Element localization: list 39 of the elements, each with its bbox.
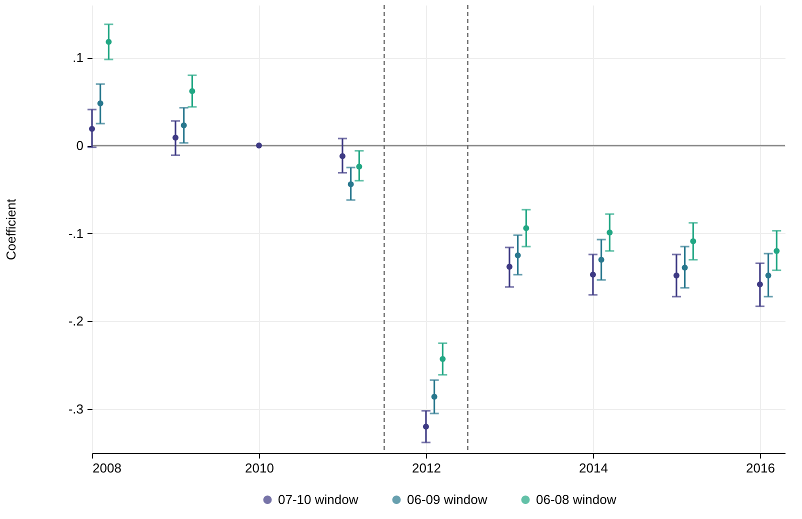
point xyxy=(172,134,178,141)
y-tick-label: 0 xyxy=(76,138,84,154)
legend-label: 06-08 window xyxy=(536,492,617,507)
point xyxy=(690,238,696,244)
point xyxy=(506,264,512,270)
point xyxy=(97,100,104,106)
y-tick-label: -.3 xyxy=(68,402,84,417)
x-tick-label: 2010 xyxy=(245,460,274,476)
point xyxy=(514,252,521,258)
legend-label: 07-10 window xyxy=(278,492,359,507)
point xyxy=(431,394,438,400)
point xyxy=(89,126,95,132)
point xyxy=(523,225,530,232)
point xyxy=(348,181,354,188)
point xyxy=(106,38,112,45)
x-tick-label: 2012 xyxy=(412,460,441,476)
point xyxy=(440,356,446,362)
point xyxy=(256,142,262,149)
y-axis-title: Coefficient xyxy=(3,198,18,260)
y-tick-label: .1 xyxy=(72,50,84,66)
point xyxy=(422,424,429,430)
point xyxy=(180,122,187,128)
point xyxy=(339,153,346,160)
x-tick-label: 2016 xyxy=(746,460,775,476)
x-tick-label: 2008 xyxy=(92,460,122,476)
point xyxy=(590,272,596,278)
legend-label: 06-09 window xyxy=(407,492,488,507)
point xyxy=(598,256,604,263)
point xyxy=(682,264,688,271)
point xyxy=(356,164,362,170)
point xyxy=(765,272,772,279)
y-tick-label: -.2 xyxy=(68,314,84,329)
point xyxy=(189,88,196,94)
point xyxy=(673,272,680,279)
x-tick-label: 2014 xyxy=(579,460,608,476)
point xyxy=(774,248,780,254)
y-tick-label: -.1 xyxy=(68,226,84,241)
point xyxy=(606,230,613,236)
point xyxy=(756,281,763,288)
